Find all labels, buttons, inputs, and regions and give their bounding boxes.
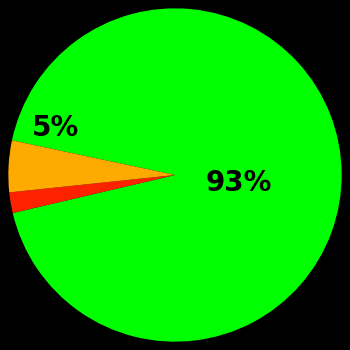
Text: 5%: 5% [32, 114, 79, 142]
Wedge shape [9, 175, 175, 213]
Wedge shape [12, 8, 342, 342]
Wedge shape [8, 140, 175, 192]
Text: 93%: 93% [205, 169, 272, 197]
